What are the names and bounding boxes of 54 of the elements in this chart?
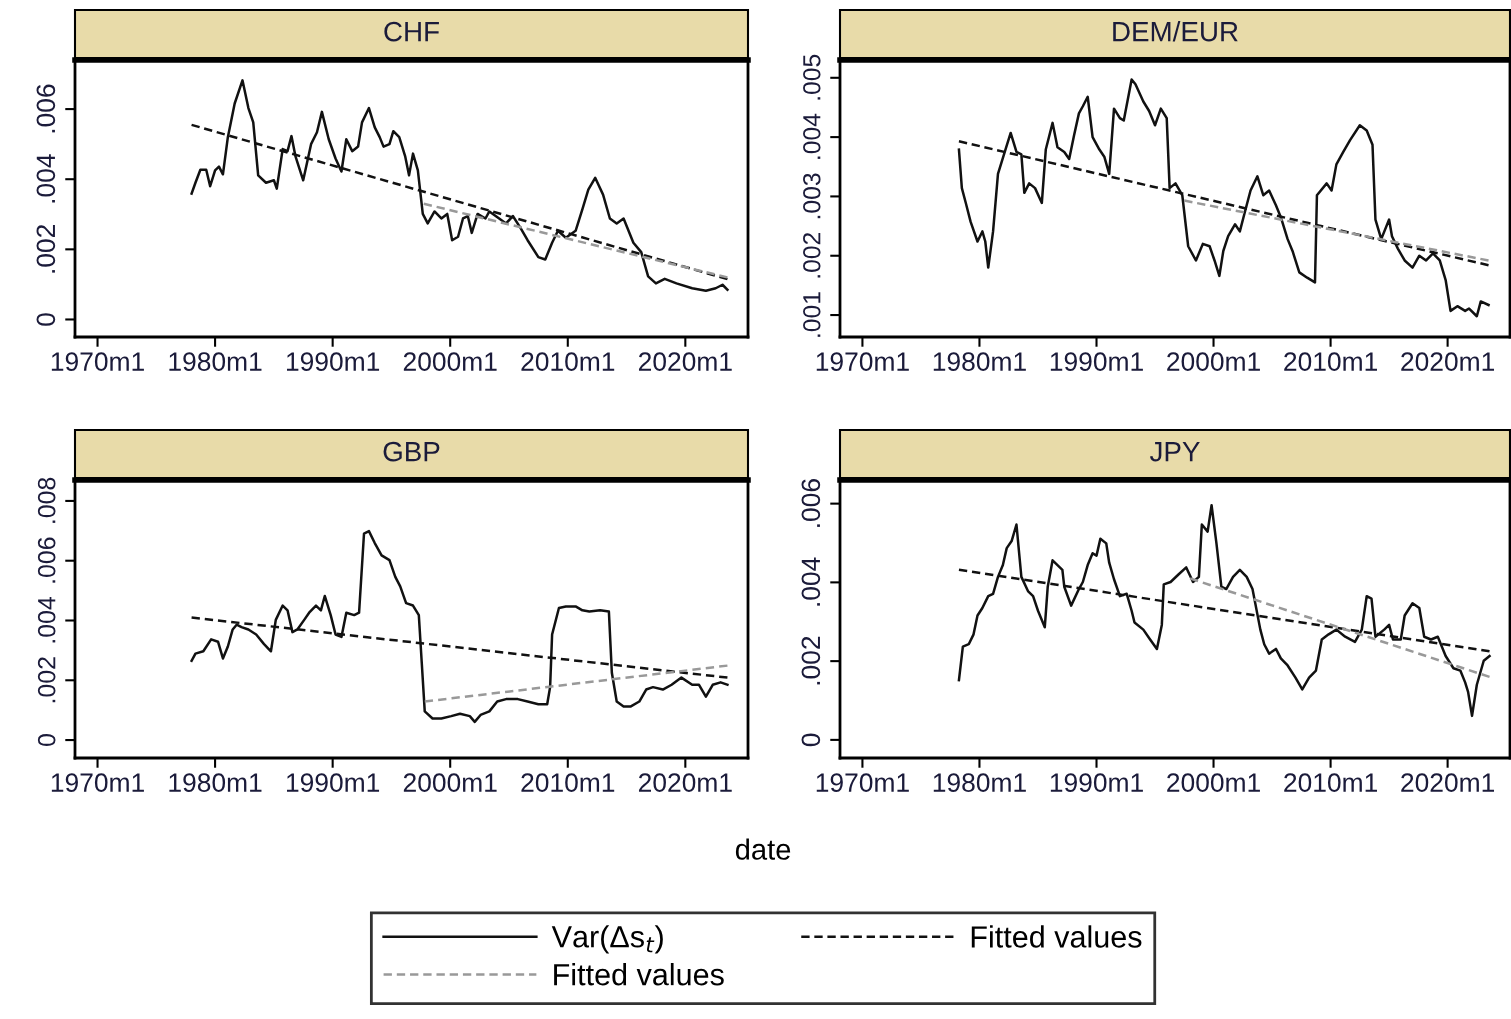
x-tick-label: 1970m1 xyxy=(51,773,144,792)
y-tick-label: 0 xyxy=(37,734,56,747)
line-series xyxy=(957,78,1490,318)
x-tick-label: 2000m1 xyxy=(1167,773,1260,792)
y-tick-label: .001 xyxy=(803,292,821,337)
y-tick-label: .006 xyxy=(801,479,821,527)
chart-title: CHF xyxy=(384,21,439,42)
x-tick-label: 2020m1 xyxy=(1401,352,1495,371)
x-tick-label: 2010m1 xyxy=(1284,352,1377,371)
x-tick-label: 2000m1 xyxy=(403,773,497,792)
x-tick-label: 2010m1 xyxy=(1284,773,1377,792)
x-tick-label: 2000m1 xyxy=(1167,352,1260,371)
x-tick-label: 2020m1 xyxy=(638,352,732,371)
line-series xyxy=(957,503,1491,718)
x-tick-label: 2000m1 xyxy=(403,352,497,371)
y-tick-label: .004 xyxy=(803,113,821,159)
x-tick-label: 1980m1 xyxy=(933,773,1026,792)
legend-label: Var(Δs$_{t}$) xyxy=(551,925,663,954)
y-tick-label: .003 xyxy=(803,173,821,219)
y-tick-label: .005 xyxy=(803,54,821,100)
x-tick-label: 2020m1 xyxy=(1401,773,1495,792)
x-tick-label: 1980m1 xyxy=(169,352,262,371)
x-tick-label: 1990m1 xyxy=(286,773,380,792)
x-tick-label: 1980m1 xyxy=(169,773,262,792)
y-tick-label: .002 xyxy=(36,224,56,273)
x-tick-label: 1970m1 xyxy=(51,352,144,371)
x-tick-label: 1980m1 xyxy=(933,352,1026,371)
x-tick-label: 1970m1 xyxy=(816,352,909,371)
x-tick-label: 2020m1 xyxy=(638,773,732,792)
y-tick-label: .004 xyxy=(36,154,56,203)
legend-label: Fitted values xyxy=(971,925,1142,948)
y-tick-label: .004 xyxy=(801,557,821,606)
y-tick-label: .002 xyxy=(803,232,821,278)
y-tick-label: 0 xyxy=(801,733,821,747)
x-tick-label: 1990m1 xyxy=(1050,773,1143,792)
chart-title: DEM/EUR xyxy=(1113,21,1238,42)
y-tick-label: .002 xyxy=(801,636,821,685)
line-series xyxy=(190,79,729,292)
chart-title: JPY xyxy=(1149,442,1200,462)
y-tick-label: .006 xyxy=(36,84,56,133)
y-tick-label: .004 xyxy=(37,597,56,643)
y-tick-label: .002 xyxy=(37,657,56,703)
x-tick-label: 2010m1 xyxy=(521,352,615,371)
x-tick-label: 1970m1 xyxy=(816,773,909,792)
x-axis-title: date xyxy=(735,838,791,860)
y-tick-label: .008 xyxy=(37,477,56,523)
y-tick-label: .006 xyxy=(37,537,56,583)
x-tick-label: 1990m1 xyxy=(1050,352,1143,371)
x-tick-label: 2010m1 xyxy=(521,773,615,792)
chart-title: GBP xyxy=(383,441,440,462)
line-series xyxy=(190,529,729,724)
y-tick-label: 0 xyxy=(36,313,56,326)
legend-label: Fitted values xyxy=(554,963,724,986)
x-tick-label: 1990m1 xyxy=(286,352,380,371)
